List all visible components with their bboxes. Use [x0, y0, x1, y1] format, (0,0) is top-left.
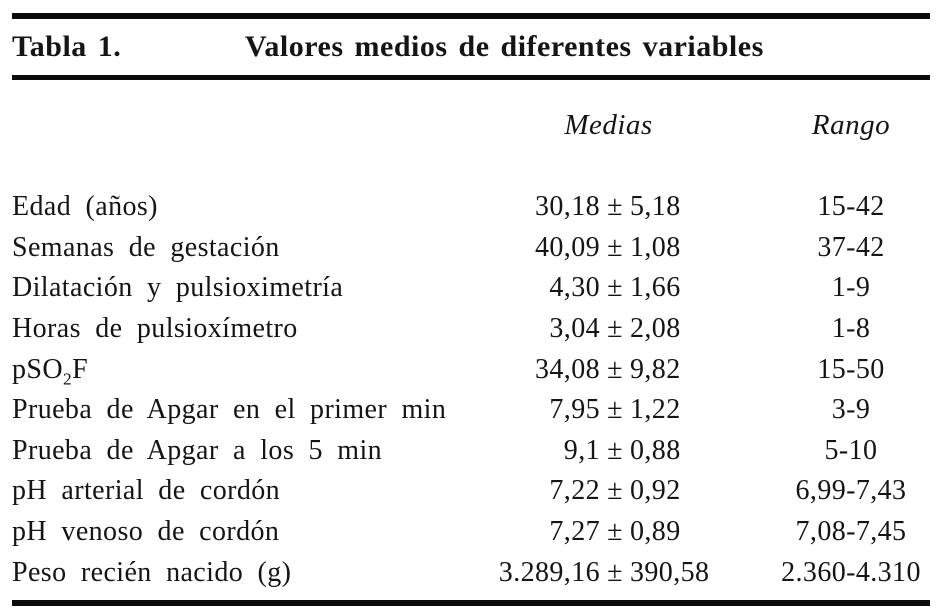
row-range-value: 6,99-7,43 — [795, 475, 907, 507]
table-row: pH arterial de cordón 7,22 ± 0,92 6,99-7… — [12, 471, 930, 512]
row-sd-value: 0,88 — [630, 434, 681, 466]
row-sd-value: 0,92 — [630, 475, 681, 507]
row-sd-value: 390,58 — [630, 556, 710, 588]
plus-minus-sign: ± — [607, 516, 623, 548]
row-label: Edad (años) — [12, 191, 158, 223]
row-label: Horas de pulsioxímetro — [12, 313, 298, 345]
table-row: pSO2F 34,08 ± 9,82 15-50 — [12, 349, 930, 390]
row-sd-value: 9,82 — [630, 353, 681, 385]
table-row: Dilatación y pulsioximetría 4,30 ± 1,66 … — [12, 268, 930, 309]
column-header-rango: Rango — [811, 108, 891, 141]
row-range-value: 3-9 — [831, 394, 871, 426]
table-caption: Tabla 1. Valores medios de diferentes va… — [12, 19, 930, 75]
row-label-base: pSO — [12, 353, 63, 385]
table-row: Semanas de gestación 40,09 ± 1,08 37-42 — [12, 228, 930, 269]
row-label: Semanas de gestación — [12, 231, 280, 263]
table-row: Horas de pulsioxímetro 3,04 ± 2,08 1-8 — [12, 309, 930, 350]
table-row: Prueba de Apgar a los 5 min 9,1 ± 0,88 5… — [12, 431, 930, 472]
plus-minus-sign: ± — [607, 231, 623, 263]
row-label: pH arterial de cordón — [12, 475, 281, 507]
row-mean-value: 40,09 — [535, 231, 600, 263]
row-mean-value: 34,08 — [535, 353, 600, 385]
row-mean-value: 7,22 — [549, 475, 600, 507]
row-label-post: F — [72, 353, 89, 385]
top-rule — [12, 13, 930, 19]
row-label: Dilatación y pulsioximetría — [12, 272, 344, 304]
row-mean-value: 3,04 — [549, 313, 600, 345]
row-mean-value: 3.289,16 — [498, 556, 600, 588]
plus-minus-sign: ± — [607, 556, 623, 588]
row-label: pH venoso de cordón — [12, 516, 280, 548]
table-row: Edad (años) 30,18 ± 5,18 15-42 — [12, 187, 930, 228]
row-sd-value: 2,08 — [630, 313, 681, 345]
row-mean-value: 30,18 — [535, 191, 600, 223]
row-range-value: 37-42 — [817, 231, 885, 263]
row-range-value: 7,08-7,45 — [795, 516, 907, 548]
plus-minus-sign: ± — [607, 191, 623, 223]
row-range-value: 2.360-4.310 — [781, 556, 921, 588]
table-row: Prueba de Apgar en el primer min 7,95 ± … — [12, 390, 930, 431]
table-title: Valores medios de diferentes variables — [245, 30, 764, 63]
column-headers: Medias Rango — [12, 80, 930, 170]
row-range-value: 15-50 — [817, 353, 885, 385]
row-mean-value: 9,1 — [563, 434, 600, 466]
row-mean-value: 4,30 — [549, 272, 600, 304]
row-label: Prueba de Apgar a los 5 min — [12, 434, 383, 466]
column-header-medias: Medias — [564, 108, 653, 141]
row-sd-value: 0,89 — [630, 516, 681, 548]
bottom-rule — [12, 599, 930, 606]
plus-minus-sign: ± — [607, 394, 623, 426]
plus-minus-sign: ± — [607, 272, 623, 304]
row-label-subscript: 2 — [63, 369, 73, 389]
row-sd-value: 1,66 — [630, 272, 681, 304]
row-mean-value: 7,95 — [549, 394, 600, 426]
row-sd-value: 1,08 — [630, 231, 681, 263]
row-range-value: 1-8 — [831, 313, 871, 345]
row-range-value: 5-10 — [824, 434, 878, 466]
row-sd-value: 5,18 — [630, 191, 681, 223]
row-range-value: 15-42 — [817, 191, 885, 223]
plus-minus-sign: ± — [607, 313, 623, 345]
row-mean-value: 7,27 — [549, 516, 600, 548]
table-body: Edad (años) 30,18 ± 5,18 15-42 Semanas d… — [12, 187, 930, 593]
table-number: Tabla 1. — [12, 30, 122, 63]
row-label: Peso recién nacido (g) — [12, 556, 292, 588]
table-row: pH venoso de cordón 7,27 ± 0,89 7,08-7,4… — [12, 512, 930, 553]
row-label: pSO2F — [12, 353, 445, 389]
plus-minus-sign: ± — [607, 353, 623, 385]
row-label: Prueba de Apgar en el primer min — [12, 394, 447, 426]
row-sd-value: 1,22 — [630, 394, 681, 426]
caption-rule — [12, 75, 930, 80]
table-row: Peso recién nacido (g) 3.289,16 ± 390,58… — [12, 552, 930, 593]
row-range-value: 1-9 — [831, 272, 871, 304]
plus-minus-sign: ± — [607, 475, 623, 507]
plus-minus-sign: ± — [607, 434, 623, 466]
